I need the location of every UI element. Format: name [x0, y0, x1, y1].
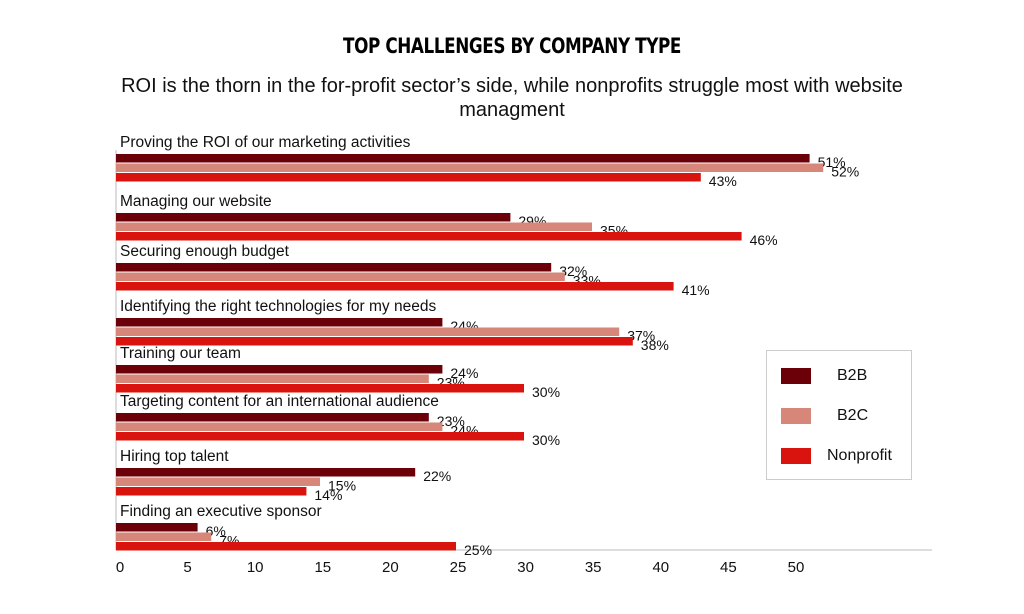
chart-title: TOP CHALLENGES BY COMPANY TYPE [343, 34, 681, 58]
x-tick-label: 30 [517, 559, 534, 576]
data-label: 51% [818, 154, 846, 170]
x-tick-label: 5 [183, 559, 191, 576]
data-label: 14% [314, 487, 342, 503]
x-tick-label: 45 [720, 559, 737, 576]
chart-subtitle: ROI is the thorn in the for-profit secto… [121, 75, 903, 121]
data-label: 37% [627, 328, 655, 344]
x-tick-label: 50 [788, 559, 805, 576]
bar-nonprofit [116, 384, 524, 393]
bar-b2c [116, 272, 565, 281]
bar-nonprofit [116, 432, 524, 441]
data-label: 43% [709, 173, 737, 189]
data-label: 22% [423, 468, 451, 484]
category-label: Identifying the right technologies for m… [120, 298, 436, 315]
data-label: 32% [559, 263, 587, 279]
x-tick-label: 10 [247, 559, 264, 576]
bar-b2c [116, 163, 824, 172]
bar-b2b [116, 263, 552, 272]
category-label: Hiring top talent [120, 448, 229, 465]
bar-b2b [116, 318, 443, 327]
legend-item-nonprofit: Nonprofit [781, 447, 892, 465]
data-label: 30% [532, 432, 560, 448]
bar-b2c [116, 477, 320, 486]
data-label: 38% [641, 337, 669, 353]
x-tick-label: 0 [116, 559, 124, 576]
bar-b2b [116, 523, 198, 532]
bar-nonprofit [116, 542, 456, 551]
bar-b2b [116, 413, 429, 422]
category-label: Training our team [120, 345, 241, 362]
x-tick-label: 40 [652, 559, 669, 576]
bar-nonprofit [116, 232, 742, 241]
category-label: Finding an executive sponsor [120, 503, 322, 520]
legend-swatch [781, 448, 811, 464]
legend-swatch [781, 408, 811, 424]
legend: B2B B2C Nonprofit [766, 350, 912, 480]
data-label: 24% [450, 365, 478, 381]
data-label: 41% [682, 282, 710, 298]
bar-b2b [116, 213, 511, 222]
legend-item-b2c: B2C [781, 407, 868, 425]
data-label: 23% [437, 413, 465, 429]
x-tick-label: 35 [585, 559, 602, 576]
data-label: 46% [750, 232, 778, 248]
x-tick-label: 25 [450, 559, 467, 576]
bar-nonprofit [116, 173, 701, 182]
data-label: 15% [328, 478, 356, 494]
bar-b2c [116, 422, 443, 431]
x-tick-label: 15 [314, 559, 331, 576]
bar-b2b [116, 154, 810, 163]
legend-label: Nonprofit [827, 447, 892, 464]
bar-nonprofit [116, 337, 633, 346]
category-label: Proving the ROI of our marketing activit… [120, 134, 411, 151]
data-label: 25% [464, 542, 492, 558]
data-label: 52% [831, 164, 859, 180]
legend-label: B2B [837, 367, 868, 384]
bar-b2b [116, 468, 416, 477]
bar-nonprofit [116, 282, 674, 291]
legend-swatch [781, 368, 811, 384]
bar-b2c [116, 374, 429, 383]
bar-b2c [116, 327, 620, 336]
legend-item-b2b: B2B [781, 367, 867, 385]
data-label: 30% [532, 384, 560, 400]
bar-b2c [116, 222, 592, 231]
legend-label: B2C [837, 407, 869, 424]
category-label: Securing enough budget [120, 243, 290, 260]
bar-b2c [116, 532, 212, 541]
x-tick-label: 20 [382, 559, 399, 576]
category-label: Targeting content for an international a… [120, 393, 439, 410]
category-label: Managing our website [120, 193, 272, 210]
bar-nonprofit [116, 487, 307, 496]
bar-b2b [116, 365, 443, 374]
